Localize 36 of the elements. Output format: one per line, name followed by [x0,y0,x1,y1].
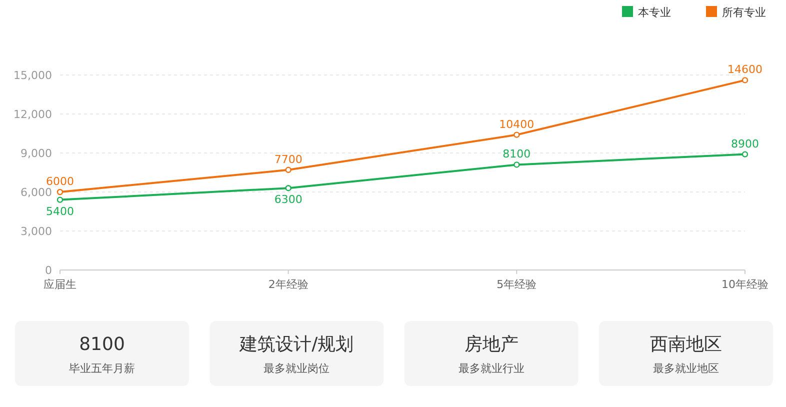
text: 8100 [79,334,125,355]
point [514,162,520,168]
text: 最多就业岗位 [264,362,330,375]
legend-label: 本专业 [638,6,671,19]
point [285,166,292,173]
text: 毕业五年月薪 [69,362,135,375]
legend-label: 所有专业 [722,6,766,19]
data-label: 6300 [274,193,302,206]
x-tick-label: 应届生 [44,278,76,291]
y-tick-label: 15,000 [14,69,52,82]
point [742,151,748,158]
data-label: 10400 [499,118,534,131]
data-label: 14600 [728,63,762,76]
text: 建筑设计/规划 [238,334,354,355]
y-tick-label: 3,000 [20,225,52,238]
text: 最多就业行业 [458,362,524,375]
data-label: 5400 [46,204,74,218]
y-tick-label: 9,000 [20,147,52,160]
x-tick-label: 2年经验 [268,278,308,291]
point [742,77,748,84]
data-label: 6000 [46,175,74,188]
text: 西南地区 [650,334,722,355]
x-tick-label: 5年经验 [496,278,537,291]
y-tick-label: 6,000 [20,186,52,199]
x-tick-label: 10年经验 [722,278,768,291]
text: 房地产 [464,334,518,355]
data-label: 8100 [502,148,531,161]
data-label: 7700 [274,152,302,166]
data-label: 8900 [731,137,759,150]
point [514,132,520,138]
point [56,188,64,196]
y-tick-label: 0 [45,264,52,277]
text: 最多就业地区 [653,362,719,375]
y-tick-label: 12,000 [14,108,52,121]
point [56,196,64,203]
point [285,185,292,192]
